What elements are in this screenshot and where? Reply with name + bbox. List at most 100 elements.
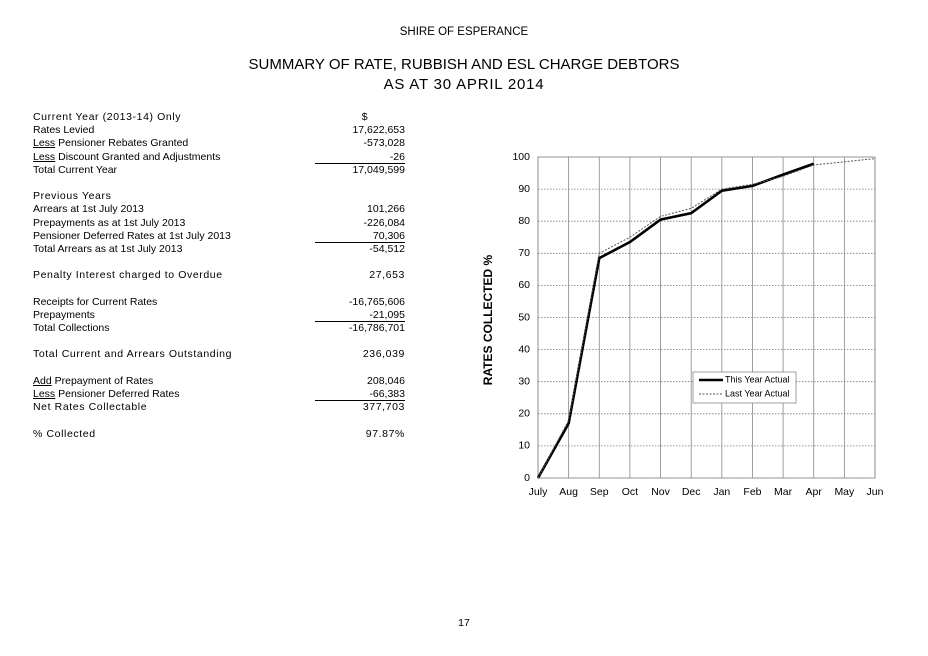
row-value: 17,622,653 <box>352 124 405 137</box>
legend-label: This Year Actual <box>725 374 790 384</box>
row-label: Total Current Year <box>33 164 117 176</box>
row-label: Previous Years <box>33 190 111 202</box>
row-text: Discount Granted and Adjustments <box>58 150 221 163</box>
table-row: Net Rates Collectable 377,703 <box>33 401 405 414</box>
y-axis-label: RATES COLLECTED % <box>481 254 495 385</box>
row-label: Less Pensioner Deferred Rates <box>33 388 180 400</box>
row-label: % Collected <box>33 428 96 440</box>
table-row: Total Current and Arrears Outstanding 236… <box>33 348 405 361</box>
row-text: Previous Years <box>33 190 112 203</box>
row-value: 17,049,599 <box>352 163 405 176</box>
table-section: % Collected 97.87% <box>33 428 405 441</box>
y-tick-label: 30 <box>518 375 530 387</box>
row-label: Less Discount Granted and Adjustments <box>33 151 220 163</box>
row-text: Penalty Interest charged to Overdue <box>33 269 223 282</box>
row-label: Penalty Interest charged to Overdue <box>33 269 223 281</box>
y-tick-label: 80 <box>518 215 530 227</box>
table-section: Total Current and Arrears Outstanding 236… <box>33 348 405 361</box>
row-label: Rates Levied <box>33 124 94 136</box>
table-row: Receipts for Current Rates -16,765,606 <box>33 296 405 309</box>
row-text: Net Rates Collectable <box>33 401 148 414</box>
row-text: Prepayments <box>33 308 95 321</box>
series-line <box>536 162 815 479</box>
x-tick-label: July <box>529 486 548 498</box>
row-text: Prepayment of Rates <box>54 374 154 387</box>
legend-box <box>692 371 797 404</box>
row-text: Total Collections <box>33 322 110 334</box>
row-label: Total Arrears as at 1st July 2013 <box>33 243 182 255</box>
row-text: Current Year (2013-14) Only <box>33 111 182 123</box>
x-tick-label: Nov <box>651 486 670 498</box>
table-row: % Collected 97.87% <box>33 428 405 441</box>
row-value: 236,039 <box>362 348 405 361</box>
subtitle: AS AT 30 APRIL 2014 <box>383 76 545 93</box>
y-tick-label: 100 <box>512 151 530 163</box>
x-tick-label: Dec <box>682 486 701 498</box>
row-text: Total Current Year <box>33 163 118 176</box>
row-label: Prepayments as at 1st July 2013 <box>33 217 185 229</box>
table-row: Less Pensioner Rebates Granted -573,028 <box>33 137 405 150</box>
y-tick-label: 0 <box>524 472 530 484</box>
row-value: -66,383 <box>315 388 405 402</box>
row-label: Less Pensioner Rebates Granted <box>33 137 188 149</box>
row-value: -16,786,701 <box>348 322 405 334</box>
row-value: 97.87% <box>365 427 405 440</box>
y-tick-label: 20 <box>518 408 530 420</box>
row-label: Net Rates Collectable <box>33 401 147 413</box>
title: SUMMARY OF RATE, RUBBISH AND ESL CHARGE … <box>248 56 680 73</box>
plot-frame <box>537 156 876 479</box>
row-label: Receipts for Current Rates <box>33 296 157 308</box>
table-section: Previous Years Arrears at 1st July 2013 10… <box>33 190 405 256</box>
table-row: Total Collections -16,786,701 <box>33 322 405 335</box>
x-tick-label: Aug <box>559 486 578 498</box>
table-row: Previous Years <box>33 190 405 203</box>
x-tick-label: Apr <box>806 486 823 498</box>
row-text: % Collected <box>33 427 96 440</box>
row-value: -54,512 <box>369 242 405 255</box>
organisation: SHIRE OF ESPERANCE <box>399 26 529 38</box>
row-value: -21,095 <box>315 309 405 322</box>
row-value: $ <box>361 111 369 123</box>
row-value: 27,653 <box>369 269 405 282</box>
row-prefix: Less <box>33 137 56 150</box>
row-text: Rates Levied <box>33 124 95 137</box>
table-section: Penalty Interest charged to Overdue 27,65… <box>33 269 405 282</box>
x-tick-label: Mar <box>774 486 793 498</box>
table-row: Rates Levied 17,622,653 <box>33 124 405 137</box>
row-prefix: Less <box>33 150 56 163</box>
table-row: Total Current Year 17,049,599 <box>33 164 405 177</box>
table-row: Prepayments -21,095 <box>33 309 405 322</box>
y-tick-label: 90 <box>518 183 530 195</box>
y-tick-label: 70 <box>518 247 530 259</box>
x-tick-label: Sep <box>590 486 609 498</box>
y-tick-label: 50 <box>518 311 530 323</box>
row-value: 377,703 <box>362 401 405 414</box>
table-section: Receipts for Current Rates -16,765,606 Pre… <box>33 296 405 336</box>
table-row: Pensioner Deferred Rates at 1st July 201… <box>33 230 405 243</box>
row-text: Total Current and Arrears Outstanding <box>33 348 233 361</box>
series-line <box>537 158 876 479</box>
row-label: Pensioner Deferred Rates at 1st July 201… <box>33 230 231 242</box>
table-row: Add Prepayment of Rates 208,046 <box>33 375 405 388</box>
table-row: Total Arrears as at 1st July 2013 -54,512 <box>33 243 405 256</box>
row-label: Add Prepayment of Rates <box>33 375 153 387</box>
row-text: Pensioner Deferred Rates at 1st July 201… <box>33 229 231 242</box>
row-text: Arrears at 1st July 2013 <box>33 203 144 216</box>
row-value: 101,266 <box>367 203 405 216</box>
y-tick-label: 40 <box>518 343 530 355</box>
x-tick-label: May <box>834 486 855 498</box>
table-row: Penalty Interest charged to Overdue 27,65… <box>33 269 405 282</box>
x-tick-label: Jun <box>867 486 884 498</box>
row-value: -26 <box>315 151 405 164</box>
row-text: Receipts for Current Rates <box>33 295 158 308</box>
table-row: Prepayments as at 1st July 2013 -226,084 <box>33 217 405 230</box>
row-label: Current Year (2013-14) Only <box>33 111 181 123</box>
row-label: Total Current and Arrears Outstanding <box>33 348 232 360</box>
legend-label: Last Year Actual <box>725 388 790 398</box>
page-number: 17 <box>458 617 470 629</box>
row-value: 70,306 <box>315 230 405 243</box>
row-value: -573,028 <box>363 137 405 150</box>
row-value: 208,046 <box>367 374 405 387</box>
